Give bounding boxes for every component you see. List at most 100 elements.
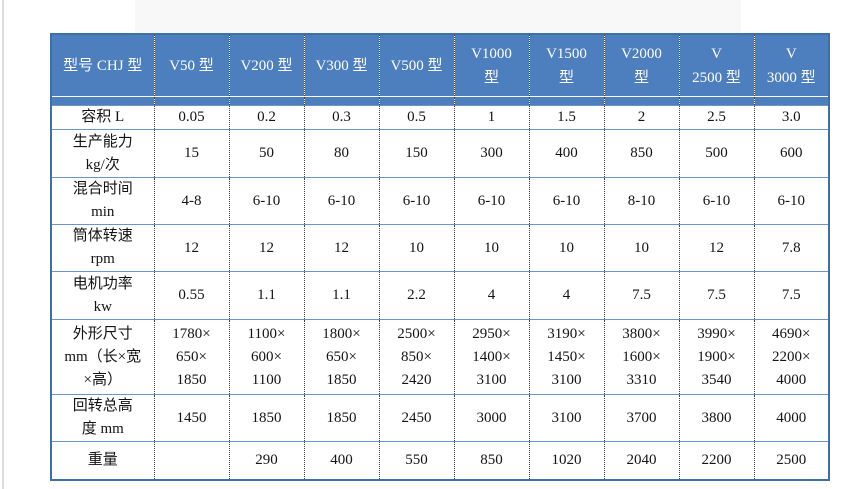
row-label: 重量	[51, 441, 154, 480]
table-cell: 3700	[603, 394, 679, 442]
table-cell: 4000	[753, 394, 829, 442]
table-cell: 6-10	[228, 177, 304, 225]
table-cell: 300	[453, 129, 529, 178]
table-cell: 6-10	[303, 177, 379, 225]
spacer-cell	[51, 96, 154, 106]
column-header: V1500 型	[528, 34, 604, 97]
table-row-volume: 容积 L 0.05 0.2 0.3 0.5 1 1.5 2 2.5 3.0	[51, 105, 829, 130]
table-row-weight: 重量 290 400 550 850 1020 2040 2200 2500	[51, 441, 829, 480]
spacer-cell	[228, 96, 304, 106]
table-row-dimensions: 外形尺寸 mm（长×宽 ×高） 1780× 650× 1850 1100× 60…	[51, 319, 829, 395]
table-cell: 2040	[603, 441, 679, 480]
header-spacer-row	[51, 96, 829, 106]
table-row-capacity: 生产能力 kg/次 15 50 80 150 300 400 850 500 6…	[51, 129, 829, 178]
table-cell: 12	[678, 224, 754, 272]
table-cell: 10	[603, 224, 679, 272]
column-header: V50 型	[153, 34, 229, 97]
table-cell: 500	[678, 129, 754, 178]
table-row-mix-time: 混合时间 min 4-8 6-10 6-10 6-10 6-10 6-10 8-…	[51, 177, 829, 225]
table-cell: 0.05	[153, 105, 229, 130]
row-label: 回转总高 度 mm	[51, 394, 154, 442]
column-header-model: 型号 CHJ 型	[51, 34, 154, 97]
table-cell: 4	[528, 271, 604, 320]
table-cell: 1450	[153, 394, 229, 442]
spacer-cell	[303, 96, 379, 106]
table-cell: 1780× 650× 1850	[153, 319, 229, 395]
table-cell: 12	[153, 224, 229, 272]
table-cell: 3990× 1900× 3540	[678, 319, 754, 395]
table-cell: 10	[378, 224, 454, 272]
table-cell: 2200	[678, 441, 754, 480]
column-header: V1000 型	[453, 34, 529, 97]
table-cell: 4-8	[153, 177, 229, 225]
table-cell: 600	[753, 129, 829, 178]
table-cell: 4	[453, 271, 529, 320]
table-cell: 2950× 1400× 3100	[453, 319, 529, 395]
table-cell: 850	[453, 441, 529, 480]
table-cell: 7.8	[753, 224, 829, 272]
table-cell: 3190× 1450× 3100	[528, 319, 604, 395]
table-cell: 1.1	[303, 271, 379, 320]
table-cell: 1850	[303, 394, 379, 442]
spacer-cell	[528, 96, 604, 106]
table-cell: 15	[153, 129, 229, 178]
page-edge-line	[2, 0, 4, 489]
column-header: V2000 型	[603, 34, 679, 97]
table-cell: 10	[528, 224, 604, 272]
spacer-cell	[753, 96, 829, 106]
spacer-cell	[453, 96, 529, 106]
row-label: 生产能力 kg/次	[51, 129, 154, 178]
column-header: V300 型	[303, 34, 379, 97]
table-cell: 8-10	[603, 177, 679, 225]
table-cell: 1100× 600× 1100	[228, 319, 304, 395]
table-cell: 2.2	[378, 271, 454, 320]
spacer-cell	[603, 96, 679, 106]
table-cell: 10	[453, 224, 529, 272]
spacer-cell	[678, 96, 754, 106]
table-cell: 6-10	[678, 177, 754, 225]
table-cell: 3.0	[753, 105, 829, 130]
table-cell: 1800× 650× 1850	[303, 319, 379, 395]
table-row-swivel-height: 回转总高 度 mm 1450 1850 1850 2450 3000 3100 …	[51, 394, 829, 442]
table-cell: 3100	[528, 394, 604, 442]
table-cell: 2450	[378, 394, 454, 442]
header-row: 型号 CHJ 型 V50 型 V200 型 V300 型 V500 型 V100…	[51, 34, 829, 97]
column-header: V200 型	[228, 34, 304, 97]
table-cell: 6-10	[528, 177, 604, 225]
table-cell: 1020	[528, 441, 604, 480]
table-cell: 1.5	[528, 105, 604, 130]
table-cell: 3000	[453, 394, 529, 442]
table-cell: 1.1	[228, 271, 304, 320]
table-cell: 6-10	[453, 177, 529, 225]
row-label: 混合时间 min	[51, 177, 154, 225]
table-cell: 400	[528, 129, 604, 178]
spacer-cell	[153, 96, 229, 106]
row-label: 外形尺寸 mm（长×宽 ×高）	[51, 319, 154, 395]
row-label: 筒体转速 rpm	[51, 224, 154, 272]
row-label: 容积 L	[51, 105, 154, 130]
column-header: V 2500 型	[678, 34, 754, 97]
table-cell: 6-10	[753, 177, 829, 225]
table-cell: 7.5	[678, 271, 754, 320]
table-cell: 3800	[678, 394, 754, 442]
table-cell: 2500	[753, 441, 829, 480]
column-header: V 3000 型	[753, 34, 829, 97]
table-cell: 6-10	[378, 177, 454, 225]
table-cell: 150	[378, 129, 454, 178]
spacer-cell	[378, 96, 454, 106]
table-cell: 4690× 2200× 4000	[753, 319, 829, 395]
table-cell: 1	[453, 105, 529, 130]
column-header: V500 型	[378, 34, 454, 97]
table-cell: 290	[228, 441, 304, 480]
table-cell: 2	[603, 105, 679, 130]
table-cell: 7.5	[603, 271, 679, 320]
table-cell: 80	[303, 129, 379, 178]
table-cell: 0.55	[153, 271, 229, 320]
table-row-drum-speed: 筒体转速 rpm 12 12 12 10 10 10 10 12 7.8	[51, 224, 829, 272]
spec-table: 型号 CHJ 型 V50 型 V200 型 V300 型 V500 型 V100…	[50, 33, 830, 481]
table-cell: 2.5	[678, 105, 754, 130]
table-cell: 3800× 1600× 3310	[603, 319, 679, 395]
table-cell: 2500× 850× 2420	[378, 319, 454, 395]
table-cell: 7.5	[753, 271, 829, 320]
